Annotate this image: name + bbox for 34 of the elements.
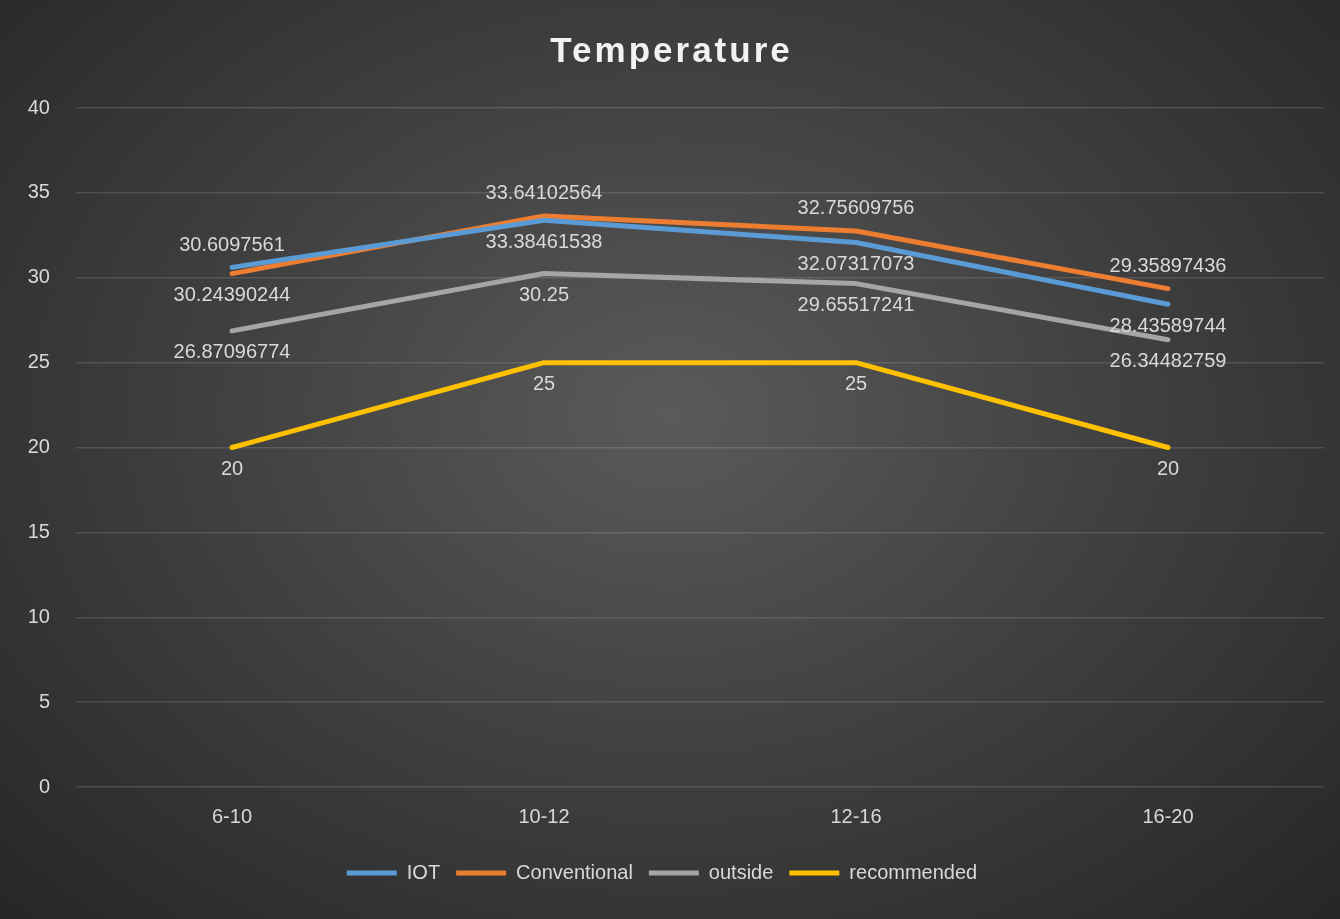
legend-label: Conventional <box>516 860 633 883</box>
data-label: 30.25 <box>518 283 570 306</box>
data-label: 25 <box>532 372 556 395</box>
data-label: 26.34482759 <box>1109 349 1227 372</box>
data-label: 28.43589744 <box>1109 313 1227 336</box>
y-tick-label: 35 <box>27 180 50 203</box>
data-label: 20 <box>220 457 244 480</box>
data-label: 29.65517241 <box>797 293 915 316</box>
y-tick-label: 15 <box>27 519 50 542</box>
data-label: 30.6097561 <box>179 232 285 255</box>
x-tick-label: 16-20 <box>1142 804 1194 827</box>
data-label: 29.35897436 <box>1109 254 1227 277</box>
y-tick-label: 25 <box>27 350 50 373</box>
x-tick-label: 12-16 <box>830 804 882 827</box>
data-label: 33.38461538 <box>485 229 603 252</box>
legend-label: recommended <box>849 860 978 883</box>
legend-label: IOT <box>406 860 441 883</box>
chart-title: Temperature <box>550 29 793 69</box>
data-label: 25 <box>844 372 868 395</box>
y-tick-label: 40 <box>27 95 50 118</box>
data-label: 20 <box>1156 457 1180 480</box>
y-tick-label: 20 <box>27 435 50 458</box>
data-label: 32.07317073 <box>797 252 915 275</box>
y-tick-label: 5 <box>38 689 50 712</box>
y-tick-label: 10 <box>27 604 50 627</box>
y-tick-label: 0 <box>38 774 50 797</box>
y-tick-label: 30 <box>27 265 50 288</box>
legend-label: outside <box>708 860 774 883</box>
x-tick-label: 6-10 <box>211 804 253 827</box>
data-label: 26.87096774 <box>173 340 291 363</box>
data-label: 30.24390244 <box>173 283 291 306</box>
x-tick-label: 10-12 <box>518 804 570 827</box>
data-label: 33.64102564 <box>485 181 603 204</box>
data-label: 32.75609756 <box>797 196 915 219</box>
